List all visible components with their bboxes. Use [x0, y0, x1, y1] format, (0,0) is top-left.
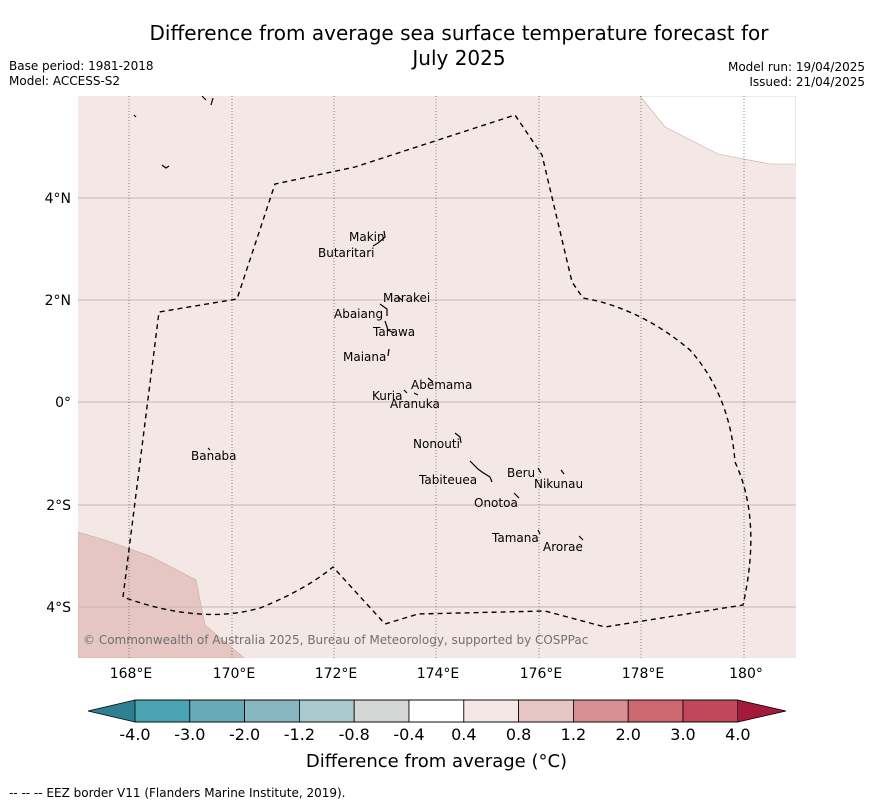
lat-tick-label: 4°N: [45, 191, 71, 207]
colorbar-outline: [87, 699, 787, 723]
place-label-nonouti: Nonouti: [413, 437, 460, 451]
colorbar-segments: [134, 699, 739, 723]
longitude-tick-labels: 168°E 170°E 172°E 174°E 176°E 178°E 180°: [110, 666, 763, 682]
eez-legend-note: -- -- -- EEZ border V11 (Flanders Marine…: [9, 786, 346, 800]
place-label-makin: Makin: [349, 230, 385, 244]
island-beru-nikunau: [537, 467, 565, 475]
issued-text: Issued: 21/04/2025: [749, 75, 865, 89]
latitude-tick-labels: 4°N 2°N 0° 2°S 4°S: [45, 191, 72, 616]
colorbar-tick-label: -2.0: [229, 725, 260, 744]
colorbar-segment: [682, 699, 739, 723]
model-info: Base period: 1981-2018 Model: ACCESS-S2: [9, 59, 154, 89]
lon-tick-label: 172°E: [315, 666, 358, 682]
lon-tick-label: 168°E: [110, 666, 153, 682]
map-title: Difference from average sea surface temp…: [100, 21, 818, 71]
place-label-banaba: Banaba: [191, 449, 237, 463]
colorbar-tick-label: -3.0: [174, 725, 205, 744]
colorbar-extend-high: [738, 700, 786, 722]
island-maiana: [387, 348, 390, 357]
place-label-tamana: Tamana: [491, 531, 539, 545]
colorbar-tick-label: 3.0: [670, 725, 695, 744]
place-label-abaiang: Abaiang: [334, 307, 383, 321]
anomaly-field-white: [639, 96, 796, 165]
place-label-onotoa: Onotoa: [474, 496, 518, 510]
lat-tick-label: 2°N: [45, 293, 71, 309]
base-period-text: Base period: 1981-2018: [9, 59, 154, 73]
place-label-aranuka: Aranuka: [390, 397, 440, 411]
colorbar-tick-label: 2.0: [615, 725, 640, 744]
model-run-text: Model run: 19/04/2025: [727, 60, 865, 74]
colorbar-segment: [463, 699, 519, 723]
eez-border: [122, 114, 752, 628]
colorbar-segment: [408, 699, 465, 723]
copyright-notice: © Commonwealth of Australia 2025, Bureau…: [83, 633, 588, 647]
island-nonouti: [454, 432, 462, 444]
island-onotoa: [513, 492, 520, 499]
place-label-nikunau: Nikunau: [534, 477, 583, 491]
run-info: Model run: 19/04/2025 Issued: 21/04/2025: [728, 60, 865, 90]
place-label-abemama: Abemama: [411, 378, 472, 392]
island-outline: [201, 96, 214, 106]
model-text: Model: ACCESS-S2: [9, 74, 121, 88]
colorbar-segment: [627, 699, 684, 723]
island-abaiang: [379, 303, 388, 316]
lat-tick-label: 4°S: [46, 600, 71, 616]
lat-tick-label: 2°S: [46, 498, 71, 514]
colorbar-tick-label: 1.2: [561, 725, 586, 744]
island-kuria-aranuka: [403, 389, 419, 396]
colorbar-tick-label: 0.8: [506, 725, 531, 744]
colorbar-segment: [134, 699, 191, 723]
place-label-beru: Beru: [507, 466, 535, 480]
title-line-1: Difference from average sea surface temp…: [149, 21, 769, 45]
island-abemama: [427, 377, 434, 383]
longitude-gridlines: [128, 96, 745, 658]
colorbar-tick-labels: -4.0 -3.0 -2.0 -1.2 -0.8 -0.4 0.4 0.8 1.2 2.0 3.0 4…: [119, 725, 750, 744]
lon-tick-label: 178°E: [622, 666, 665, 682]
lon-tick-label: 180°: [729, 666, 763, 682]
lat-tick-label: 0°: [55, 395, 71, 411]
place-label-butaritari: Butaritari: [318, 246, 375, 260]
colorbar-tick-label: -1.2: [284, 725, 315, 744]
place-label-tabiteuea: Tabiteuea: [418, 473, 477, 487]
latitude-gridlines: [78, 197, 796, 608]
island-tamana-arorae: [537, 529, 584, 541]
colorbar-tick-label: -4.0: [119, 725, 150, 744]
island-outline: [161, 164, 170, 169]
anomaly-field-0-4-0-8: [78, 96, 796, 658]
anomaly-field-0-8-1-2: [78, 531, 245, 658]
colorbar-segment: [189, 699, 246, 723]
colorbar-tick-label: -0.8: [339, 725, 370, 744]
colorbar-segment: [573, 699, 629, 723]
colorbar-segment: [518, 699, 574, 723]
lon-tick-label: 176°E: [520, 666, 563, 682]
colorbar-title: Difference from average (°C): [305, 751, 568, 772]
island-tabiteuea: [469, 460, 493, 483]
place-label-arorae: Arorae: [543, 540, 583, 554]
place-label-marakei: Marakei: [383, 291, 430, 305]
islands: [133, 96, 584, 541]
island-outline: [133, 114, 137, 118]
colorbar-segment: [353, 699, 410, 723]
island-makin-butaritari: [372, 230, 386, 247]
island-marakei: [397, 296, 403, 301]
place-label-kuria: Kuria: [372, 389, 403, 403]
colorbar-segment: [298, 699, 355, 723]
colorbar-tick-label: 0.4: [451, 725, 476, 744]
colorbar-extend-low: [88, 700, 135, 722]
place-label-tarawa: Tarawa: [372, 325, 415, 339]
colorbar-tick-label: 4.0: [725, 725, 750, 744]
place-label-maiana: Maiana: [343, 350, 386, 364]
lon-tick-label: 170°E: [213, 666, 256, 682]
island-tarawa: [384, 320, 395, 334]
lon-tick-label: 174°E: [417, 666, 460, 682]
colorbar: -4.0 -3.0 -2.0 -1.2 -0.8 -0.4 0.4 0.8 1.2 2.0 3.0 4…: [87, 699, 787, 744]
colorbar-tick-label: -0.4: [393, 725, 424, 744]
colorbar-segment: [244, 699, 300, 723]
title-line-2: July 2025: [412, 46, 506, 70]
island-banaba: [207, 447, 211, 451]
